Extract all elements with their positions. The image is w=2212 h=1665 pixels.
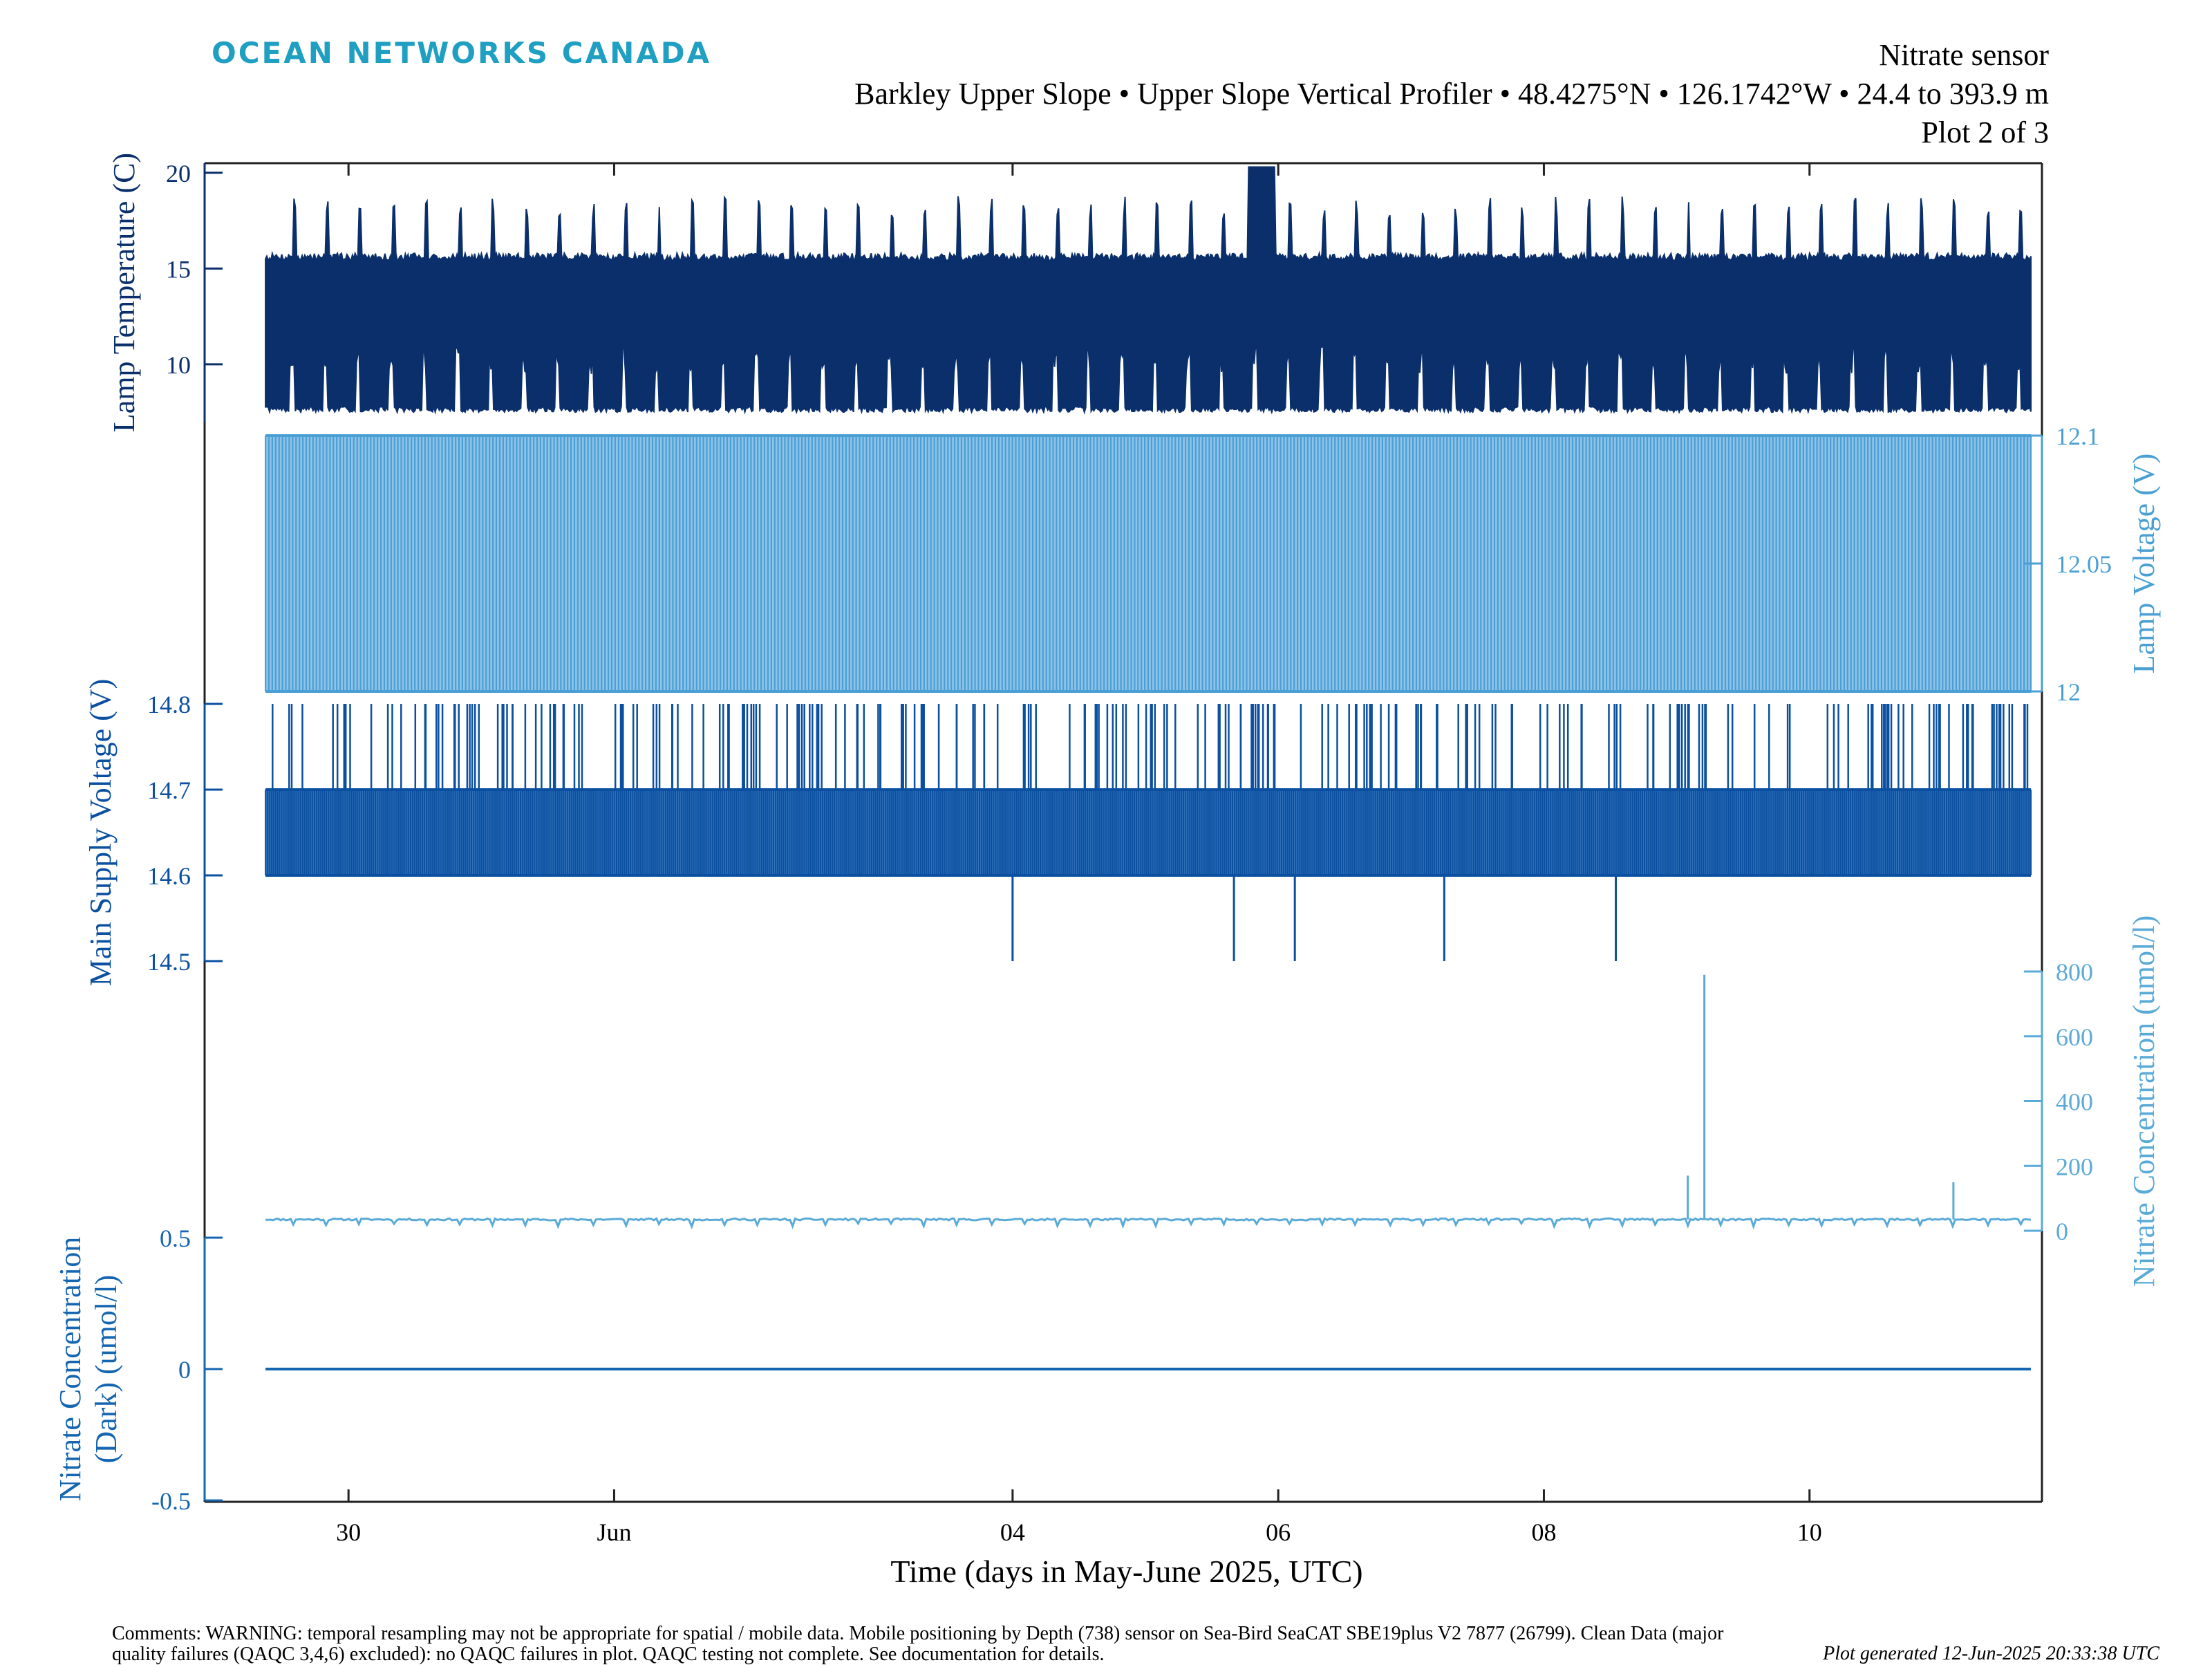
plot-generated-timestamp: Plot generated 12-Jun-2025 20:33:38 UTC: [1823, 1643, 2159, 1664]
y-tick-label: 14.5: [147, 948, 191, 976]
nitrate-dark-axis-label: Nitrate Concentration(Dark) (umol/l): [53, 1237, 123, 1501]
y-tick-label: 0: [2056, 1218, 2068, 1245]
x-axis-label: Time (days in May-June 2025, UTC): [890, 1554, 1362, 1589]
y-tick-label: 800: [2056, 958, 2093, 986]
y-tick-label: 14.8: [147, 691, 191, 718]
chart-panels: [265, 166, 2032, 1370]
x-tick-label: Jun: [597, 1518, 631, 1546]
y-tick-label: 600: [2056, 1023, 2093, 1051]
location-subtitle: Barkley Upper Slope • Upper Slope Vertic…: [854, 77, 2049, 111]
footer-comments: Comments: WARNING: temporal resampling m…: [112, 1623, 1724, 1665]
y-tick-label: 10: [166, 351, 191, 379]
y-tick-label: 15: [166, 255, 191, 283]
y-tick-label: -0.5: [151, 1487, 191, 1515]
x-tick-label: 06: [1266, 1518, 1291, 1546]
x-tick-label: 08: [1531, 1518, 1556, 1546]
main-supply-voltage-axis-label: Main Supply Voltage (V): [84, 679, 118, 986]
lamp-voltage-series: [265, 436, 2032, 691]
lamp-temperature-axis-label: Lamp Temperature (C): [107, 153, 141, 432]
y-tick-label: 14.7: [147, 776, 191, 804]
plot-number: Plot 2 of 3: [1921, 115, 2049, 149]
lamp-voltage-axis-label: Lamp Voltage (V): [2127, 454, 2161, 674]
y-tick-label: 12: [2056, 678, 2081, 706]
y-tick-label: 200: [2056, 1153, 2093, 1180]
y-tick-label: 0.5: [160, 1225, 191, 1252]
chart-axes: 30 Jun 04 06 08 10 10 15 20 Lamp Temperature (C) 1…: [53, 153, 2161, 1546]
main-supply-voltage-series: [265, 790, 2032, 875]
y-tick-label: 20: [166, 160, 191, 187]
nitrate-concentration-series: [265, 1216, 2032, 1230]
y-tick-label: 400: [2056, 1088, 2093, 1116]
brand-logo: OCEAN NETWORKS CANADA: [212, 36, 712, 70]
sensor-title: Nitrate sensor: [1879, 38, 2049, 72]
y-tick-label: 0: [178, 1356, 191, 1384]
main-supply-voltage-upper-spikes: [272, 704, 2029, 790]
x-tick-label: 10: [1797, 1518, 1822, 1546]
y-tick-label: 14.6: [147, 862, 191, 890]
y-tick-label: 12.1: [2056, 422, 2099, 450]
lamp-temperature-series: [265, 166, 2032, 415]
x-tick-label: 30: [336, 1518, 361, 1546]
y-tick-label: 12.05: [2056, 550, 2112, 578]
nitrate-concentration-axis-label: Nitrate Concentration (umol/l): [2127, 915, 2161, 1287]
x-tick-label: 04: [1000, 1518, 1025, 1546]
